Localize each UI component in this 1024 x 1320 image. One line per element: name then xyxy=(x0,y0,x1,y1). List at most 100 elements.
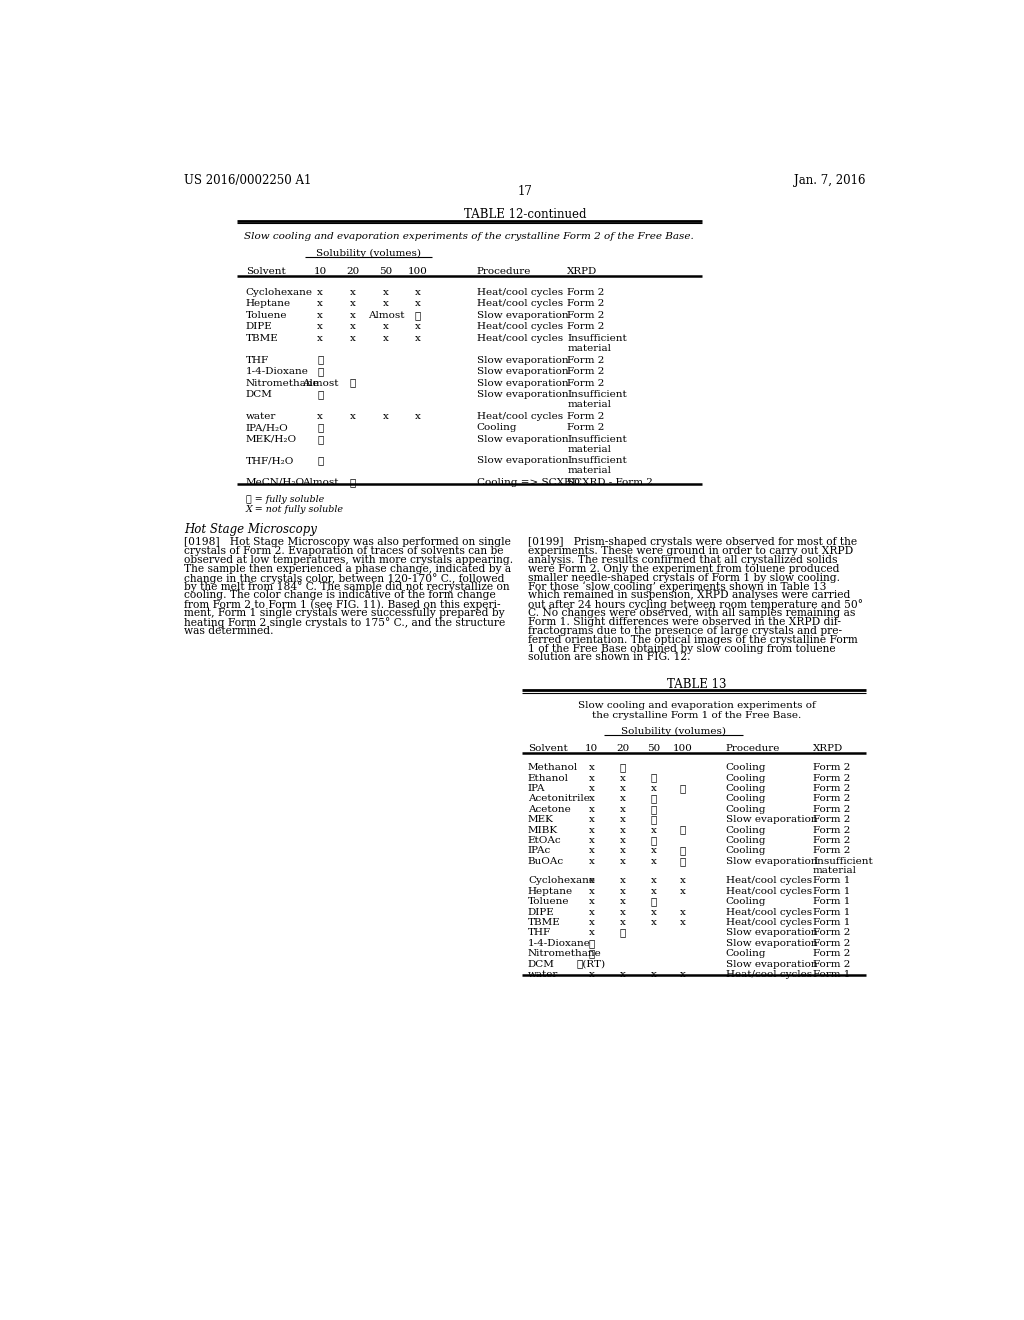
Text: Slow evaporation: Slow evaporation xyxy=(477,434,568,444)
Text: Form 1: Form 1 xyxy=(813,887,851,896)
Text: DIPE: DIPE xyxy=(528,908,555,916)
Text: ✓: ✓ xyxy=(680,846,686,855)
Text: solution are shown in FIG. 12.: solution are shown in FIG. 12. xyxy=(528,652,690,663)
Text: ✓: ✓ xyxy=(589,949,595,958)
Text: x: x xyxy=(589,763,594,772)
Text: Form 1. Slight differences were observed in the XRPD dif-: Form 1. Slight differences were observed… xyxy=(528,616,841,627)
Text: smaller needle-shaped crystals of Form 1 by slow cooling.: smaller needle-shaped crystals of Form 1… xyxy=(528,573,840,582)
Text: x: x xyxy=(383,322,389,331)
Text: Heat/cool cycles: Heat/cool cycles xyxy=(726,908,812,916)
Text: 20: 20 xyxy=(346,267,359,276)
Text: Form 2: Form 2 xyxy=(813,816,851,824)
Text: Insufficient: Insufficient xyxy=(567,391,627,399)
Text: x: x xyxy=(350,288,355,297)
Text: Acetone: Acetone xyxy=(528,805,570,814)
Text: Form 2: Form 2 xyxy=(813,928,851,937)
Text: Solvent: Solvent xyxy=(528,743,567,752)
Text: ✓: ✓ xyxy=(680,857,686,866)
Text: Solvent: Solvent xyxy=(246,267,286,276)
Text: Form 2: Form 2 xyxy=(567,312,605,319)
Text: THF: THF xyxy=(528,928,551,937)
Text: x: x xyxy=(415,334,421,343)
Text: x: x xyxy=(680,887,686,896)
Text: Almost: Almost xyxy=(302,478,339,487)
Text: x: x xyxy=(350,322,355,331)
Text: Form 2: Form 2 xyxy=(567,367,605,376)
Text: Slow evaporation: Slow evaporation xyxy=(477,367,568,376)
Text: ✓: ✓ xyxy=(650,898,656,907)
Text: Heat/cool cycles: Heat/cool cycles xyxy=(477,288,563,297)
Text: 17: 17 xyxy=(517,185,532,198)
Text: Cooling: Cooling xyxy=(726,784,766,793)
Text: Insufficient: Insufficient xyxy=(813,857,872,866)
Text: Form 2: Form 2 xyxy=(567,424,605,432)
Text: ferred orientation. The optical images of the crystalline Form: ferred orientation. The optical images o… xyxy=(528,635,858,644)
Text: x: x xyxy=(350,334,355,343)
Text: x: x xyxy=(620,876,626,886)
Text: Acetonitrile: Acetonitrile xyxy=(528,795,590,804)
Text: Heat/cool cycles: Heat/cool cycles xyxy=(726,917,812,927)
Text: x: x xyxy=(350,412,355,421)
Text: IPA/H₂O: IPA/H₂O xyxy=(246,424,289,432)
Text: material: material xyxy=(567,466,611,475)
Text: MeCN/H₂O: MeCN/H₂O xyxy=(246,478,305,487)
Text: Cooling: Cooling xyxy=(726,774,766,783)
Text: 1-4-Dioxane: 1-4-Dioxane xyxy=(528,939,591,948)
Text: x: x xyxy=(589,774,594,783)
Text: x: x xyxy=(650,857,656,866)
Text: Cooling => SCXRD: Cooling => SCXRD xyxy=(477,478,580,487)
Text: ✓: ✓ xyxy=(650,816,656,824)
Text: Nitromethane: Nitromethane xyxy=(528,949,602,958)
Text: x: x xyxy=(620,784,626,793)
Text: by the melt from 184° C. The sample did not recrystallize on: by the melt from 184° C. The sample did … xyxy=(183,582,509,593)
Text: Form 2: Form 2 xyxy=(567,300,605,309)
Text: x: x xyxy=(589,825,594,834)
Text: analysis. The results confirmed that all crystallized solids: analysis. The results confirmed that all… xyxy=(528,554,838,565)
Text: x: x xyxy=(620,836,626,845)
Text: ✓: ✓ xyxy=(650,795,656,804)
Text: Form 2: Form 2 xyxy=(567,322,605,331)
Text: x: x xyxy=(650,876,656,886)
Text: XRPD: XRPD xyxy=(567,267,598,276)
Text: Heat/cool cycles: Heat/cool cycles xyxy=(477,412,563,421)
Text: ✓: ✓ xyxy=(680,825,686,834)
Text: x: x xyxy=(383,334,389,343)
Text: Cooling: Cooling xyxy=(477,424,517,432)
Text: XRPD: XRPD xyxy=(813,743,844,752)
Text: C. No changes were observed, with all samples remaining as: C. No changes were observed, with all sa… xyxy=(528,609,855,618)
Text: Hot Stage Microscopy: Hot Stage Microscopy xyxy=(183,524,316,536)
Text: x: x xyxy=(620,774,626,783)
Text: x: x xyxy=(589,816,594,824)
Text: BuOAc: BuOAc xyxy=(528,857,564,866)
Text: DCM: DCM xyxy=(246,391,272,399)
Text: x: x xyxy=(650,917,656,927)
Text: Form 2: Form 2 xyxy=(813,949,851,958)
Text: x: x xyxy=(383,288,389,297)
Text: x: x xyxy=(620,795,626,804)
Text: X = not fully soluble: X = not fully soluble xyxy=(246,506,344,513)
Text: Form 2: Form 2 xyxy=(813,805,851,814)
Text: x: x xyxy=(620,816,626,824)
Text: x: x xyxy=(650,887,656,896)
Text: ✓: ✓ xyxy=(415,312,421,319)
Text: Heptane: Heptane xyxy=(246,300,291,309)
Text: ✓: ✓ xyxy=(349,379,356,388)
Text: The sample then experienced a phase change, indicated by a: The sample then experienced a phase chan… xyxy=(183,564,511,574)
Text: Slow cooling and evaporation experiments of: Slow cooling and evaporation experiments… xyxy=(578,701,816,710)
Text: Form 2: Form 2 xyxy=(813,825,851,834)
Text: Form 2: Form 2 xyxy=(813,774,851,783)
Text: cooling. The color change is indicative of the form change: cooling. The color change is indicative … xyxy=(183,590,496,601)
Text: Slow evaporation: Slow evaporation xyxy=(726,857,817,866)
Text: ✓: ✓ xyxy=(317,434,324,444)
Text: Toluene: Toluene xyxy=(246,312,288,319)
Text: ✓: ✓ xyxy=(317,355,324,364)
Text: experiments. These were ground in order to carry out XRPD: experiments. These were ground in order … xyxy=(528,546,853,556)
Text: x: x xyxy=(620,846,626,855)
Text: x: x xyxy=(589,857,594,866)
Text: x: x xyxy=(680,917,686,927)
Text: ✓: ✓ xyxy=(620,928,626,937)
Text: Slow evaporation: Slow evaporation xyxy=(477,391,568,399)
Text: x: x xyxy=(650,908,656,916)
Text: the crystalline Form 1 of the Free Base.: the crystalline Form 1 of the Free Base. xyxy=(592,711,802,721)
Text: x: x xyxy=(589,928,594,937)
